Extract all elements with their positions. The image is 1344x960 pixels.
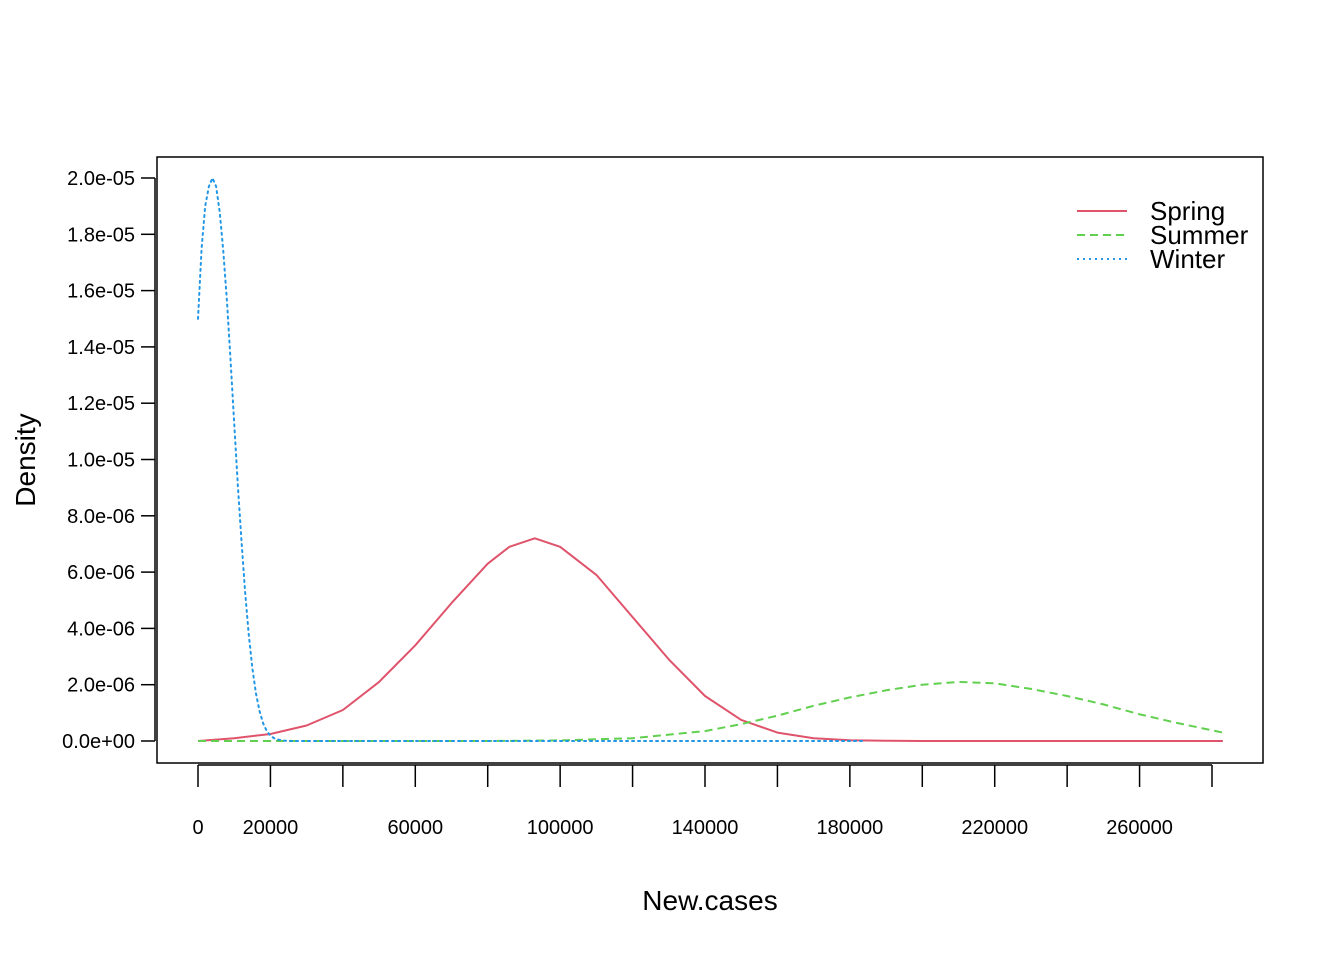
legend-label-summer: Summer (1150, 220, 1249, 250)
series-line-winter (197, 177, 866, 742)
x-tick-label: 140000 (672, 817, 739, 839)
legend-label-winter: Winter (1150, 244, 1225, 274)
y-axis: 0.0e+00 2.0e-06 4.0e-06 6.0e-06 8.0e-06 1.0e-… (62, 168, 156, 753)
x-tick-label: 60000 (387, 817, 443, 839)
series-line-spring (197, 537, 1223, 742)
y-tick-label: 8.0e-06 (67, 506, 135, 528)
y-tick-label: 1.6e-05 (67, 281, 135, 303)
y-tick-label: 1.2e-05 (67, 393, 135, 415)
legend-label-spring: Spring (1150, 196, 1225, 226)
y-tick-label: 1.4e-05 (67, 337, 135, 359)
y-tick-label: 1.8e-05 (67, 224, 135, 246)
y-tick-label: 2.0e-05 (67, 168, 135, 190)
y-axis-title: Density (10, 413, 41, 506)
x-axis: 0 20000 60000 100000 140000 180000 220000 26000… (192, 764, 1213, 839)
x-tick-label: 260000 (1106, 817, 1173, 839)
x-tick-label: 0 (192, 817, 203, 839)
y-tick-label: 1.0e-05 (67, 450, 135, 472)
y-tick-label: 2.0e-06 (67, 675, 135, 697)
plot-frame (156, 156, 1264, 764)
x-tick-label: 20000 (243, 817, 299, 839)
x-tick-label: 100000 (527, 817, 594, 839)
series-layer (197, 177, 1224, 742)
x-tick-label: 220000 (961, 817, 1028, 839)
y-tick-label: 4.0e-06 (67, 618, 135, 640)
y-tick-label: 0.0e+00 (62, 731, 135, 753)
x-tick-label: 180000 (816, 817, 883, 839)
x-axis-title: New.cases (642, 885, 777, 916)
y-tick-label: 6.0e-06 (67, 562, 135, 584)
